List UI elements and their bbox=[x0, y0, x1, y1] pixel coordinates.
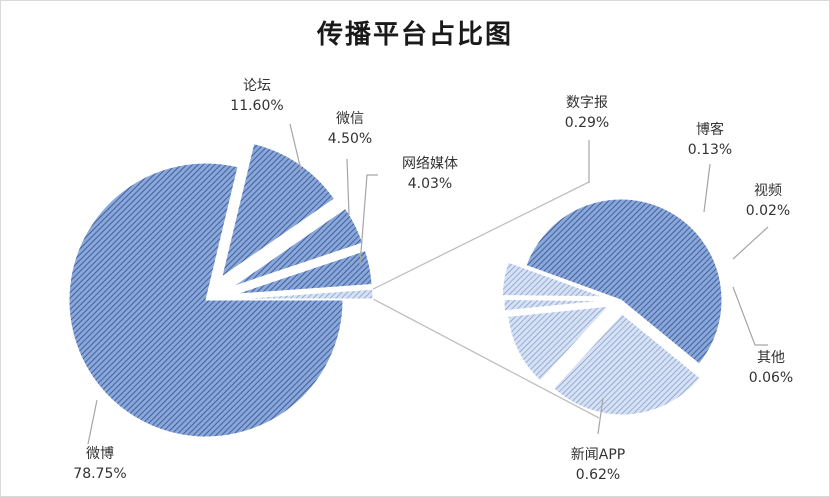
secondary-label-1-name: 数字报 bbox=[566, 95, 608, 111]
secondary-label-4-leader bbox=[732, 286, 768, 346]
secondary-label-1-value: 0.29% bbox=[565, 115, 609, 131]
data-labels: 微博 78.75% 论坛 11.60% 微信 4.50% 网络媒体 4.03% 新闻APP 0.6… bbox=[73, 78, 793, 483]
connector-lines bbox=[372, 181, 600, 419]
main-label-1-name: 论坛 bbox=[243, 78, 271, 94]
main-label-1-value: 11.60% bbox=[230, 98, 283, 114]
secondary-slice-4 bbox=[501, 261, 604, 298]
secondary-slice-3 bbox=[503, 298, 606, 312]
main-slice-2 bbox=[232, 207, 364, 288]
secondary-label-0-name: 新闻APP bbox=[571, 447, 625, 463]
main-label-2-leader bbox=[346, 158, 350, 216]
main-slice-3 bbox=[235, 249, 373, 295]
secondary-label-0-value: 0.62% bbox=[576, 467, 620, 483]
main-label-0-leader bbox=[87, 399, 98, 445]
connector-upper bbox=[372, 181, 590, 290]
main-label-0-name: 微博 bbox=[86, 445, 114, 462]
secondary-slice-1 bbox=[553, 313, 701, 416]
secondary-label-2-name: 博客 bbox=[696, 121, 724, 138]
secondary-label-2-leader bbox=[703, 163, 711, 213]
secondary-label-3-name: 视频 bbox=[754, 183, 782, 199]
main-label-3-name: 网络媒体 bbox=[402, 156, 458, 172]
chart-title: 传播平台占比图 bbox=[316, 20, 513, 50]
secondary-label-3-leader bbox=[732, 226, 769, 260]
main-pie bbox=[68, 143, 374, 438]
main-slice-other bbox=[235, 288, 374, 300]
secondary-slice-2 bbox=[507, 305, 610, 382]
main-label-1-leader bbox=[289, 123, 302, 171]
main-label-3-value: 4.03% bbox=[408, 176, 452, 192]
secondary-slice-0 bbox=[525, 198, 723, 365]
secondary-label-4-name: 其他 bbox=[757, 350, 785, 366]
secondary-label-2-value: 0.13% bbox=[688, 142, 732, 158]
main-label-2-value: 4.50% bbox=[328, 131, 372, 147]
main-label-0-value: 78.75% bbox=[73, 466, 126, 482]
main-slice-0 bbox=[68, 162, 344, 438]
main-label-3-leader bbox=[359, 174, 378, 266]
connector-lower bbox=[372, 298, 600, 419]
main-label-2-name: 微信 bbox=[336, 111, 364, 127]
secondary-label-4-value: 0.06% bbox=[749, 370, 793, 386]
secondary-label-0-leader bbox=[597, 397, 604, 435]
secondary-pie bbox=[501, 198, 723, 416]
secondary-label-3-value: 0.02% bbox=[746, 203, 790, 219]
leader-lines bbox=[87, 123, 769, 445]
